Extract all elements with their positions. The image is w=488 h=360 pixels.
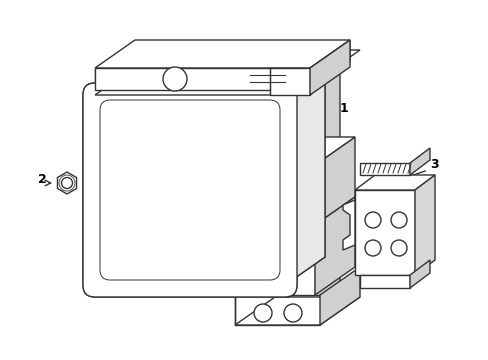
Text: 3: 3 — [429, 158, 438, 171]
Text: 2: 2 — [38, 173, 47, 186]
Polygon shape — [299, 47, 339, 310]
Circle shape — [163, 67, 186, 91]
Polygon shape — [274, 75, 299, 310]
Polygon shape — [414, 175, 434, 275]
Polygon shape — [309, 40, 349, 95]
Polygon shape — [95, 67, 325, 95]
Polygon shape — [95, 67, 325, 95]
Polygon shape — [285, 67, 325, 285]
Polygon shape — [235, 297, 359, 325]
Polygon shape — [409, 260, 429, 288]
Polygon shape — [359, 275, 409, 288]
Text: 1: 1 — [339, 102, 348, 115]
Polygon shape — [319, 267, 359, 325]
Polygon shape — [95, 40, 349, 68]
Circle shape — [390, 212, 406, 228]
FancyBboxPatch shape — [83, 83, 296, 297]
Polygon shape — [285, 67, 325, 285]
Polygon shape — [354, 190, 414, 275]
Circle shape — [288, 184, 310, 206]
Polygon shape — [309, 40, 349, 90]
Polygon shape — [58, 172, 76, 194]
Polygon shape — [285, 137, 354, 165]
Polygon shape — [359, 163, 409, 175]
Polygon shape — [95, 70, 309, 92]
Polygon shape — [95, 68, 309, 90]
Circle shape — [390, 240, 406, 256]
FancyBboxPatch shape — [100, 100, 280, 280]
Polygon shape — [285, 165, 314, 225]
Circle shape — [253, 304, 271, 322]
Circle shape — [364, 240, 380, 256]
Polygon shape — [95, 42, 349, 70]
Polygon shape — [342, 200, 354, 250]
Polygon shape — [130, 50, 359, 78]
Polygon shape — [314, 137, 354, 225]
Polygon shape — [354, 175, 434, 190]
Polygon shape — [314, 197, 354, 295]
Polygon shape — [409, 148, 429, 175]
FancyBboxPatch shape — [83, 83, 296, 297]
Polygon shape — [235, 295, 319, 325]
Circle shape — [169, 77, 191, 99]
Circle shape — [364, 212, 380, 228]
FancyBboxPatch shape — [100, 100, 280, 280]
Circle shape — [284, 304, 302, 322]
Polygon shape — [269, 68, 309, 95]
Polygon shape — [95, 67, 325, 95]
Polygon shape — [285, 225, 314, 295]
Circle shape — [61, 177, 72, 189]
Polygon shape — [130, 78, 319, 98]
